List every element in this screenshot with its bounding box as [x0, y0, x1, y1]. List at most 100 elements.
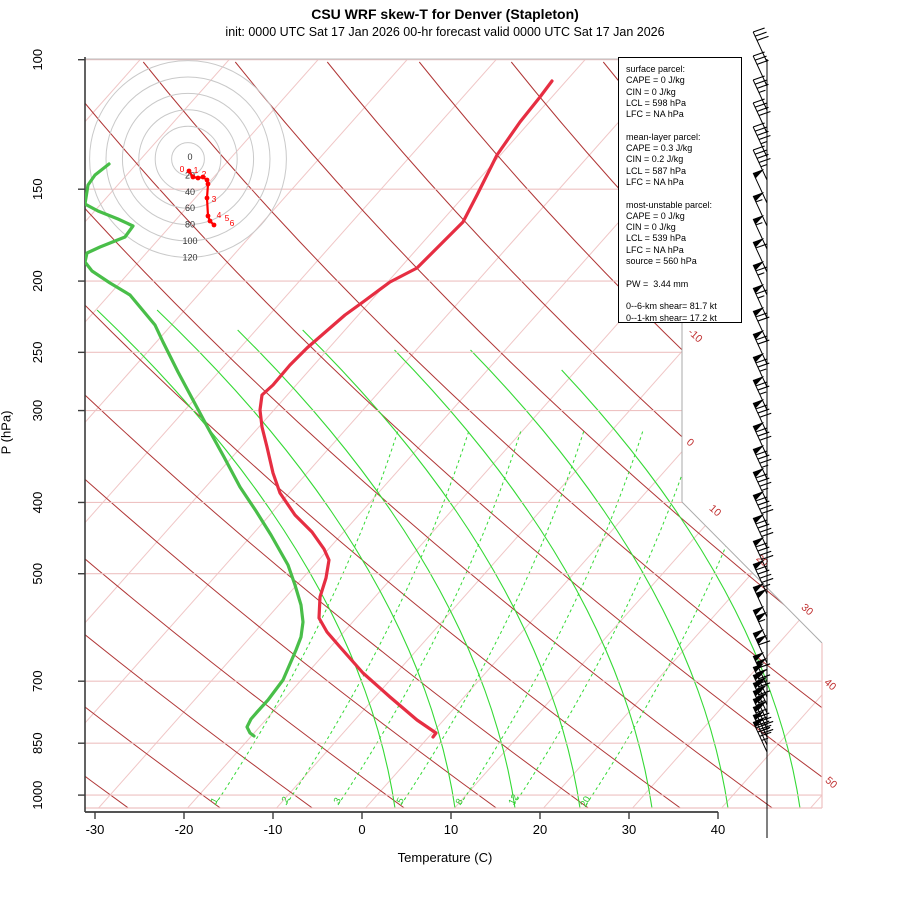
info-box-line: surface parcel:: [626, 64, 686, 74]
hodograph-altitude-label: 3: [212, 194, 217, 204]
info-box-line: 0--6-km shear= 81.7 kt: [626, 301, 717, 312]
wind-barb: [752, 717, 772, 753]
mixing-ratio-label: 12: [506, 793, 521, 808]
info-box-line: [626, 120, 741, 131]
mixing-ratio-label: 5: [395, 796, 407, 806]
wind-barb: [752, 214, 768, 250]
info-box-line: [626, 290, 741, 301]
wind-barb: [752, 168, 768, 204]
y-tick-label: 500: [30, 563, 45, 585]
y-tick-label: 200: [30, 270, 45, 292]
isoline-label: 40: [822, 676, 839, 693]
wind-barb: [752, 582, 768, 618]
wind-barb-column: [752, 27, 774, 838]
mixing-ratio-label: 20: [578, 795, 593, 810]
y-tick-label: 400: [30, 492, 45, 514]
x-tick-label: 30: [622, 822, 636, 837]
wind-barb: [752, 375, 770, 411]
mixing-ratio-labels: 1 2 3 5 8 12 20: [209, 793, 593, 810]
x-tick-label: -10: [264, 822, 283, 837]
wind-barb: [752, 513, 774, 549]
y-tick-label: 850: [30, 732, 45, 754]
x-tick-label: -30: [86, 822, 105, 837]
x-tick-label: 10: [444, 822, 458, 837]
hodograph-ring-label: 100: [182, 236, 197, 246]
isoline-label: 10: [707, 502, 724, 519]
info-box-line: [626, 267, 741, 278]
hodograph-altitude-label: 5: [225, 213, 230, 223]
info-box-line: CIN = 0 J/kg: [626, 86, 676, 97]
y-tick-label: 250: [30, 341, 45, 363]
wind-barb: [752, 710, 774, 746]
wind-barb: [752, 398, 772, 434]
x-tick-label: 0: [358, 822, 365, 837]
x-tick-label: 20: [533, 822, 547, 837]
wind-barb: [752, 98, 771, 134]
info-box-line: CAPE = 0 J/kg: [626, 75, 685, 86]
info-box-line: [626, 188, 741, 199]
info-box-line: CIN = 0.2 J/kg: [626, 154, 684, 165]
hodograph-altitude-label: 0: [180, 164, 185, 174]
page-title: CSU WRF skew-T for Denver (Stapleton): [311, 6, 579, 22]
info-box-line: LFC = NA hPa: [626, 244, 684, 255]
hodograph-ring-label: 60: [185, 203, 195, 213]
info-box-line: source = 560 hPa: [626, 256, 697, 267]
info-box-line: LCL = 539 hPa: [626, 233, 686, 244]
hodograph-altitude-label: 2: [202, 169, 207, 179]
plot-background: [85, 59, 822, 808]
isotherms: [85, 59, 822, 808]
mixing-ratio-label: 3: [332, 796, 344, 806]
wind-barb: [752, 51, 769, 87]
wind-barb: [752, 75, 769, 111]
wind-barb: [752, 329, 770, 365]
wind-barb: [752, 605, 768, 641]
plot-border: [84, 57, 823, 813]
wind-barb: [752, 191, 768, 227]
y-tick-label: 300: [30, 400, 45, 422]
wind-barb: [752, 421, 772, 457]
isoline-label: 30: [799, 601, 816, 618]
wind-barb: [752, 145, 771, 181]
isoline-label: 0: [684, 436, 696, 449]
mixing-ratio-label: 1: [209, 796, 221, 806]
wind-barb: [752, 306, 770, 342]
wind-barb: [752, 559, 774, 595]
info-box-line: CAPE = 0.3 J/kg: [626, 143, 693, 154]
hodograph-altitude-label: 4: [217, 210, 222, 220]
hodograph-ring-label: 20: [185, 170, 195, 180]
mixing-ratio-label: 8: [454, 797, 466, 807]
wind-barb: [752, 536, 774, 572]
info-box-line: 0--1-km shear= 17.2 kt: [626, 312, 717, 323]
x-tick-label: 40: [711, 822, 725, 837]
hodograph-ring-label: 40: [185, 187, 195, 197]
wind-barb: [752, 237, 768, 273]
dewpoint-curve: [85, 162, 305, 738]
wind-barb: [752, 467, 772, 503]
isoline-label: 50: [823, 774, 840, 791]
wind-barb: [752, 283, 768, 319]
wind-barb: [752, 628, 771, 664]
info-box-line: CIN = 0 J/kg: [626, 222, 676, 233]
hodograph-altitude-label: 1: [194, 165, 199, 175]
wind-barb: [752, 490, 774, 526]
isoline-label: -10: [685, 326, 704, 345]
info-box-line: LCL = 598 hPa: [626, 97, 686, 108]
wind-barb: [752, 702, 774, 738]
parcel-info-box: surface parcel: CAPE = 0 J/kg CIN = 0 J/kg…: [618, 57, 742, 323]
y-tick-label: 150: [30, 178, 45, 200]
wind-barb: [752, 352, 770, 388]
info-box-line: most-unstable parcel:: [626, 199, 713, 210]
moist-adiabats: [96, 309, 801, 808]
hodograph-ring-label: 80: [185, 220, 195, 230]
mixing-ratio-lines: [211, 429, 770, 808]
hodograph-altitude-label: 6: [230, 218, 235, 228]
x-tick-label: -20: [175, 822, 194, 837]
y-tick-label: 100: [30, 49, 45, 71]
info-box-line: mean-layer parcel:: [626, 131, 701, 142]
info-box-line: PW = 3.44 mm: [626, 278, 689, 289]
x-axis-title: Temperature (C): [397, 850, 493, 865]
info-box-line: CAPE = 0 J/kg: [626, 210, 685, 221]
